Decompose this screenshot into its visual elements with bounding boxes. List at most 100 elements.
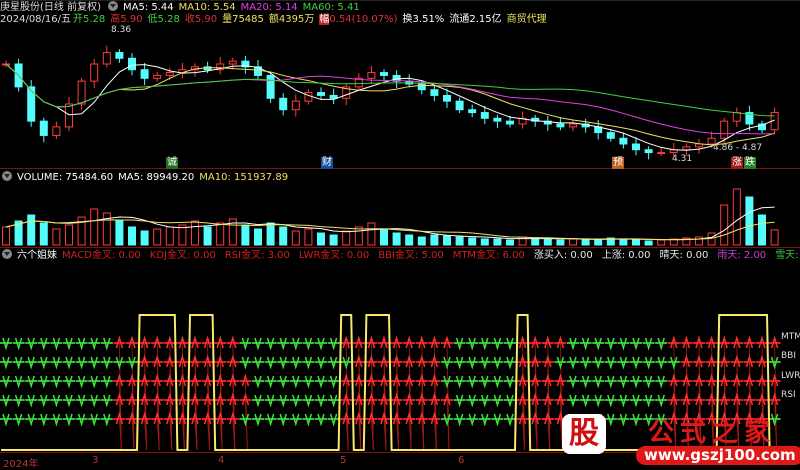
candle — [543, 120, 552, 125]
candle — [254, 66, 262, 76]
down-arrow-icon — [292, 413, 300, 427]
marker-die[interactable]: 跌 — [744, 157, 756, 169]
volume-bar — [65, 224, 73, 246]
float: 流通2.15亿 — [449, 14, 502, 25]
candle — [682, 146, 691, 151]
watermark-name: 公式之家 — [648, 418, 777, 448]
up-arrow-icon — [695, 373, 703, 387]
up-arrow-icon — [166, 373, 174, 387]
down-arrow-icon — [619, 413, 628, 427]
down-arrow-icon — [493, 356, 502, 370]
up-arrow-icon — [418, 354, 426, 368]
down-arrow-icon — [2, 356, 10, 370]
up-arrow-icon — [191, 411, 199, 425]
candle — [266, 74, 275, 99]
up-arrow-icon — [355, 335, 363, 349]
up-arrow-icon — [392, 373, 401, 387]
up-arrow-icon — [115, 335, 124, 349]
volume-bar — [493, 238, 502, 246]
down-arrow-icon — [506, 413, 514, 427]
up-arrow-icon — [518, 335, 527, 349]
up-arrow-icon — [128, 411, 136, 425]
candle — [317, 92, 325, 96]
marker-zhang[interactable]: 涨 — [731, 157, 743, 169]
down-arrow-icon — [607, 356, 615, 370]
signal-line — [383, 418, 387, 451]
dropdown-icon[interactable] — [107, 1, 118, 11]
down-arrow-icon — [292, 375, 300, 389]
up-arrow-icon — [544, 354, 552, 368]
up-arrow-icon — [544, 392, 552, 406]
candle — [518, 117, 527, 125]
marker-cai[interactable]: 财 — [321, 157, 333, 169]
down-arrow-icon — [2, 375, 10, 389]
up-arrow-icon — [140, 354, 149, 368]
up-arrow-icon — [140, 373, 149, 387]
signal-line — [749, 418, 752, 451]
down-arrow-icon — [279, 394, 287, 408]
signal-line — [131, 418, 135, 451]
down-arrow-icon — [14, 394, 23, 408]
signal-line — [774, 399, 777, 451]
down-arrow-icon — [90, 394, 98, 408]
dropdown-icon[interactable] — [2, 249, 12, 259]
down-arrow-icon — [770, 413, 779, 427]
up-arrow-icon — [367, 354, 376, 368]
up-arrow-icon — [745, 335, 754, 349]
dropdown-icon[interactable] — [2, 171, 12, 181]
down-arrow-icon — [670, 356, 678, 370]
divider — [0, 247, 800, 248]
candle — [304, 92, 313, 102]
down-arrow-icon — [657, 356, 665, 370]
down-arrow-icon — [632, 394, 640, 408]
down-arrow-icon — [468, 375, 476, 389]
indicator-item: MACD金叉: 0.00 — [62, 250, 141, 261]
volume-bar — [254, 228, 262, 246]
down-arrow-icon — [569, 375, 577, 389]
down-arrow-icon — [455, 337, 464, 351]
indicator-item: KDJ金叉: 0.00 — [149, 250, 216, 261]
down-arrow-icon — [619, 337, 628, 351]
up-arrow-icon — [418, 373, 426, 387]
signal-line — [686, 418, 689, 451]
watermark: 股 公式之家 www.gszj100.com — [560, 412, 800, 467]
up-arrow-icon — [670, 335, 678, 349]
up-arrow-icon — [531, 392, 539, 406]
up-arrow-icon — [405, 392, 413, 406]
close: 5.90 — [194, 14, 218, 25]
down-arrow-icon — [317, 375, 325, 389]
volume-bar — [644, 240, 653, 246]
volume-bar — [758, 214, 766, 246]
up-arrow-icon — [153, 335, 161, 349]
up-arrow-icon — [191, 354, 199, 368]
marker-yu[interactable]: 预 — [612, 157, 624, 169]
up-arrow-icon — [430, 392, 439, 406]
down-arrow-icon — [266, 394, 275, 408]
marker-cheng[interactable]: 诚 — [166, 157, 178, 169]
volume-ma10 — [5, 219, 775, 240]
up-arrow-icon — [707, 335, 716, 349]
up-arrow-icon — [216, 411, 224, 425]
signal-line — [711, 418, 714, 451]
down-arrow-icon — [52, 413, 61, 427]
volume-ma10: MA10: 151937.89 — [199, 172, 289, 183]
volume-bar — [191, 220, 199, 246]
down-arrow-icon — [2, 337, 10, 351]
up-arrow-icon — [670, 373, 678, 387]
candle — [291, 100, 300, 111]
down-arrow-icon — [292, 394, 300, 408]
title-bar: 庚星股份(日线 前复权) MA5: 5.44 MA10: 5.54 MA20: 5.1… — [0, 1, 365, 14]
open: 5.28 — [83, 14, 106, 25]
down-arrow-icon — [266, 356, 275, 370]
up-arrow-icon — [531, 373, 539, 387]
volume-bar — [241, 224, 250, 246]
down-arrow-icon — [657, 375, 665, 389]
volume-bar — [606, 237, 615, 246]
up-arrow-icon — [178, 335, 187, 349]
up-arrow-icon — [405, 373, 413, 387]
up-arrow-icon — [229, 354, 237, 368]
signal-line — [534, 418, 538, 451]
up-arrow-icon — [128, 373, 136, 387]
up-arrow-icon — [418, 335, 426, 349]
